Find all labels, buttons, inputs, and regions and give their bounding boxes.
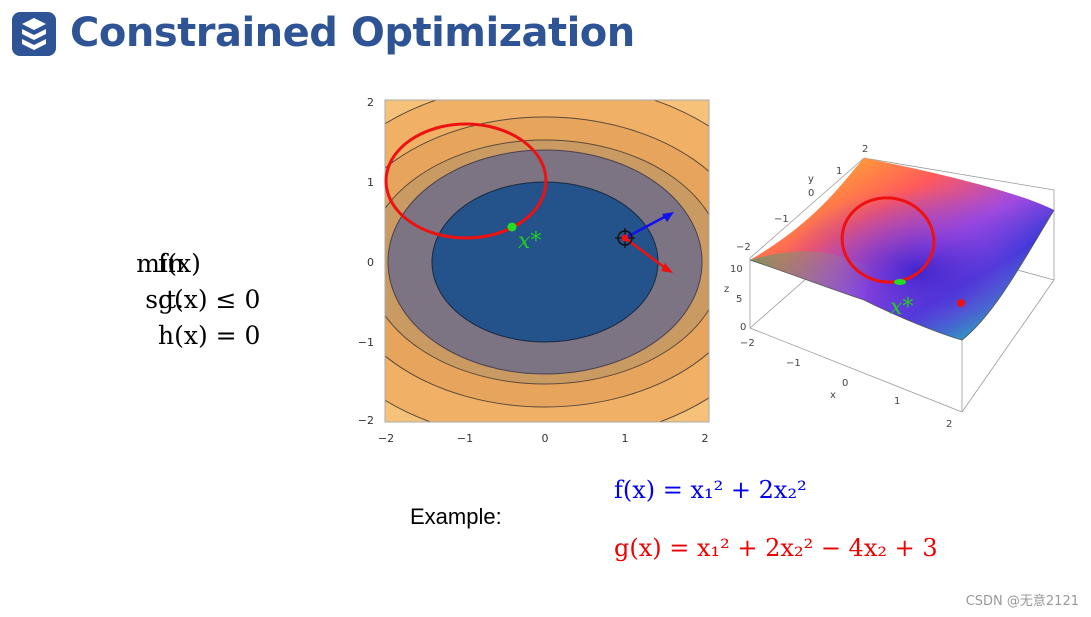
example-label: Example: [410, 504, 502, 529]
optimum-point [507, 222, 517, 232]
x-tick: 2 [946, 419, 952, 430]
x-tick: 1 [622, 432, 629, 445]
constraint-label: s.t. [145, 285, 184, 314]
y-axis-label: y [808, 174, 814, 185]
x-tick: 2 [702, 432, 709, 445]
objective-label: min [136, 249, 184, 278]
logo-icon [12, 12, 56, 56]
z-tick: 0 [740, 322, 746, 333]
surface-constraint-curve [840, 196, 936, 284]
surface-x-axis: −2 −1 0 x 1 2 [740, 338, 952, 430]
g-equation: g(x) = x₁² + 2x₂² − 4x₂ + 3 [614, 534, 938, 562]
x-tick: −2 [378, 432, 394, 445]
watermark: CSDN @无意2121 [965, 594, 1079, 609]
x-tick: −1 [457, 432, 473, 445]
y-tick: −2 [358, 414, 374, 427]
z-axis-label: z [724, 284, 729, 295]
y-tick: 1 [836, 166, 842, 177]
x-tick: −1 [786, 358, 801, 369]
inequality-expr: g(x) ≤ 0 [158, 285, 261, 314]
x-axis-label: x [830, 390, 836, 401]
y-ticks: 2 1 0 −1 −2 [358, 96, 374, 427]
surface-z-axis: z 10 5 0 [724, 264, 746, 333]
y-tick: −2 [736, 242, 751, 253]
x-ticks: −2 −1 0 1 2 [378, 432, 709, 445]
x-tick: 0 [542, 432, 549, 445]
optimum-label: x* [518, 229, 541, 254]
z-tick: 5 [736, 294, 742, 305]
surface-optimum-point [894, 279, 906, 285]
constraint-circle [384, 122, 548, 240]
x-tick: 1 [894, 396, 900, 407]
page-title: Constrained Optimization [70, 10, 635, 56]
x-tick: 0 [842, 378, 848, 389]
y-tick: −1 [358, 336, 374, 349]
surface-y-axis: y 2 1 0 −1 −2 [736, 144, 868, 253]
surface-plot: x* y 2 1 0 −1 −2 z 10 5 0 −2 −1 0 x 1 2 [724, 144, 1055, 430]
objective-expr: f(x) [158, 249, 201, 278]
x-tick: −2 [740, 338, 755, 349]
f-equation: f(x) = x₁² + 2x₂² [614, 476, 807, 504]
unconstrained-minimum-marker [615, 228, 635, 248]
contour-plot: x* 2 1 0 −1 −2 −2 −1 0 1 2 [358, 96, 710, 445]
y-tick: 0 [367, 256, 374, 269]
z-tick: 10 [730, 264, 743, 275]
y-tick: 2 [367, 96, 374, 109]
y-tick: 2 [862, 144, 868, 155]
surface-optimum-label: x* [890, 295, 913, 320]
y-tick: 1 [367, 176, 374, 189]
surface-minimum-point [957, 299, 965, 307]
y-tick: −1 [774, 214, 789, 225]
y-tick: 0 [808, 188, 814, 199]
equality-expr: h(x) = 0 [158, 321, 261, 350]
